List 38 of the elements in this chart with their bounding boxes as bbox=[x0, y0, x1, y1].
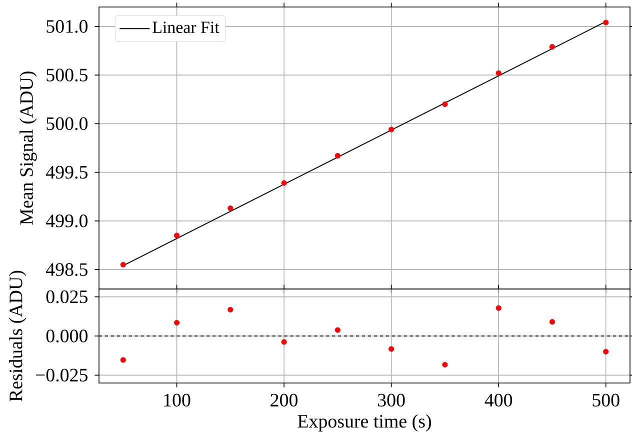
x-tick-label: 500 bbox=[592, 394, 620, 407]
point bbox=[228, 205, 234, 212]
point bbox=[442, 362, 448, 368]
y-tick-label: 500.5 bbox=[46, 68, 88, 82]
point bbox=[388, 126, 394, 132]
point bbox=[120, 357, 126, 363]
point bbox=[549, 319, 556, 325]
y-tick-label: 501.0 bbox=[46, 20, 88, 33]
point bbox=[442, 101, 448, 108]
y-axis-title: Residuals (ADU) bbox=[9, 270, 26, 402]
point bbox=[334, 327, 340, 333]
legend-label: Linear Fit bbox=[152, 22, 220, 34]
x-axis-title: Exposure time (s) bbox=[298, 414, 431, 432]
point bbox=[281, 180, 287, 186]
y-tick-label: −0.025 bbox=[36, 368, 88, 382]
point bbox=[334, 152, 340, 159]
x-tick-label: 100 bbox=[164, 394, 190, 407]
y-tick-label: 499.0 bbox=[46, 214, 88, 228]
y-axis-title: Mean Signal (ADU) bbox=[20, 72, 37, 225]
point bbox=[281, 339, 287, 345]
point bbox=[228, 306, 234, 312]
point bbox=[174, 232, 180, 238]
point bbox=[388, 346, 394, 352]
point bbox=[120, 262, 126, 268]
point bbox=[496, 70, 502, 76]
y-tick-label: 0.025 bbox=[46, 290, 88, 304]
point bbox=[549, 44, 556, 50]
x-tick-label: 200 bbox=[270, 394, 298, 407]
y-tick-label: 500.0 bbox=[46, 117, 88, 130]
x-tick-label: 300 bbox=[378, 394, 405, 407]
point bbox=[603, 20, 609, 26]
x-tick-label: 400 bbox=[484, 394, 512, 407]
point bbox=[496, 305, 502, 311]
y-tick-label: 498.5 bbox=[46, 263, 88, 276]
point bbox=[603, 348, 609, 354]
point bbox=[174, 320, 180, 326]
y-tick-label: 499.5 bbox=[46, 166, 88, 179]
y-tick-label: 0.000 bbox=[46, 330, 88, 342]
